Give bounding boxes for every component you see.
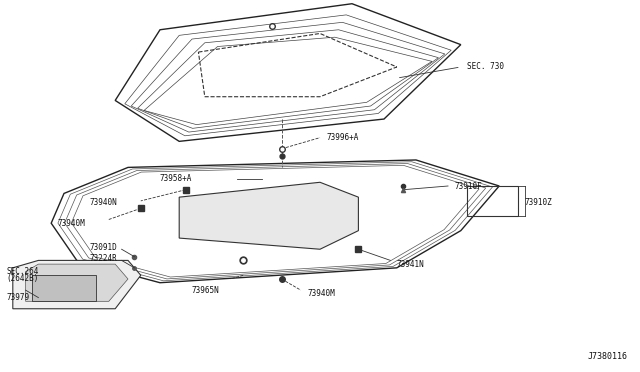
Text: 73940M: 73940M (58, 219, 85, 228)
Text: 73940N: 73940N (90, 198, 117, 207)
Text: SEC.264: SEC.264 (6, 267, 39, 276)
Text: 73910Z: 73910Z (525, 198, 552, 207)
Text: J7380116: J7380116 (588, 352, 627, 361)
Polygon shape (13, 260, 141, 309)
Text: 73910F: 73910F (454, 182, 482, 190)
Text: 73941N: 73941N (397, 260, 424, 269)
Text: SEC. 730: SEC. 730 (467, 62, 504, 71)
Text: 73958+A: 73958+A (160, 174, 193, 183)
Text: 73996+A: 73996+A (326, 133, 359, 142)
Polygon shape (179, 182, 358, 249)
Text: 73224R: 73224R (90, 254, 117, 263)
Bar (32, 275, 96, 301)
Text: 73979: 73979 (6, 293, 29, 302)
Text: (2642B): (2642B) (6, 275, 39, 283)
Text: 73940M: 73940M (307, 289, 335, 298)
Text: 73091D: 73091D (90, 243, 117, 252)
Polygon shape (26, 264, 128, 301)
Text: 73965N: 73965N (192, 286, 220, 295)
Bar (467, 186, 518, 216)
